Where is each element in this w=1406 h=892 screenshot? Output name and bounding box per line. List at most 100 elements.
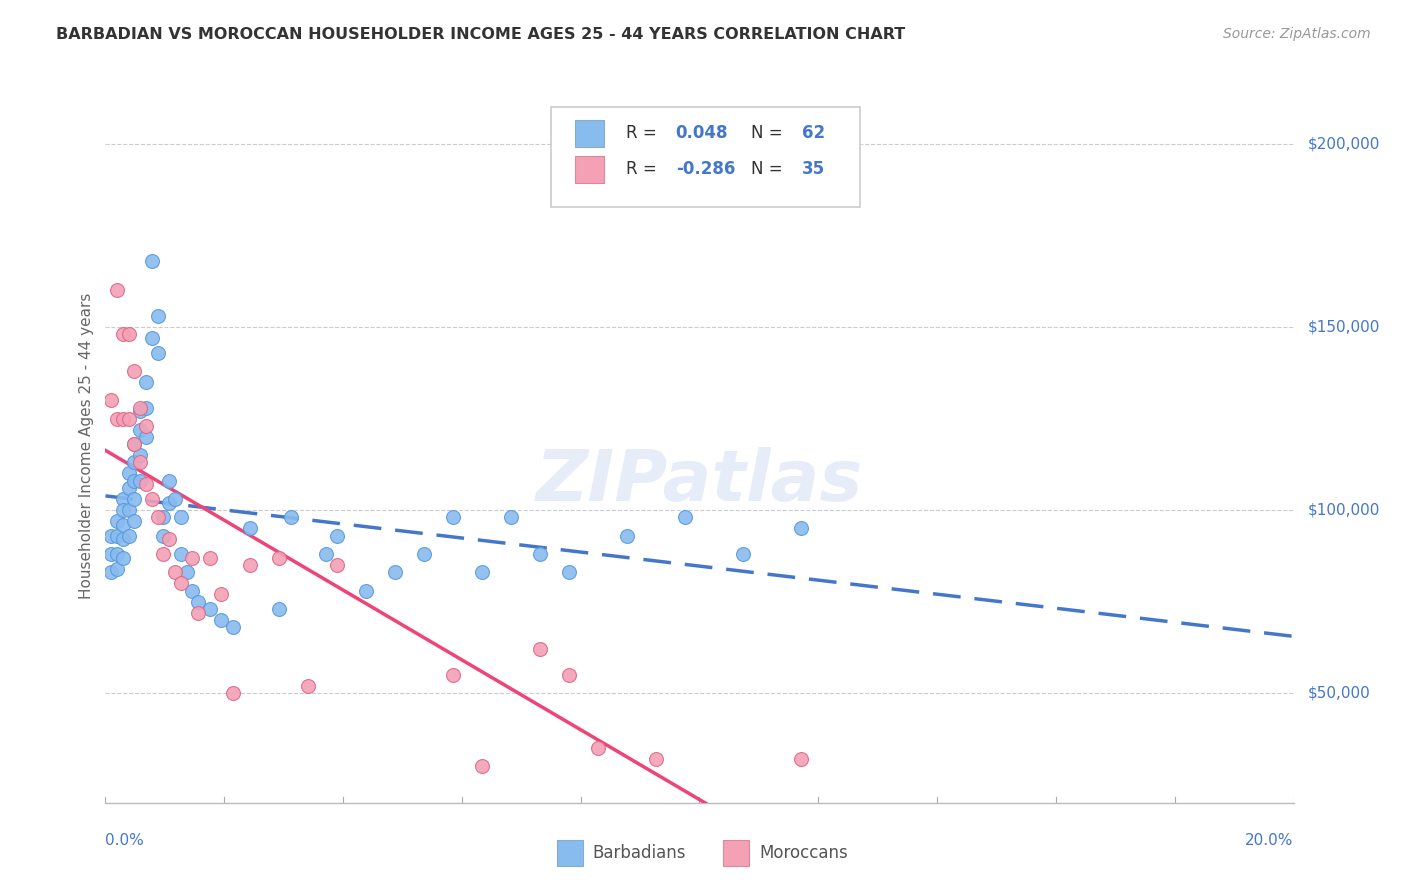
Point	[111, 411, 134, 425]
Point	[239, 558, 262, 572]
Point	[117, 327, 139, 342]
Text: N =: N =	[751, 161, 787, 178]
Point	[558, 667, 581, 681]
Point	[471, 759, 494, 773]
Point	[616, 529, 638, 543]
Point	[586, 740, 609, 755]
Text: Barbadians: Barbadians	[592, 844, 686, 862]
Point	[100, 566, 122, 580]
Text: $50,000: $50,000	[1308, 686, 1371, 700]
Point	[441, 667, 464, 681]
FancyBboxPatch shape	[551, 107, 860, 207]
Point	[124, 514, 146, 528]
Text: $150,000: $150,000	[1308, 319, 1379, 334]
Point	[152, 510, 174, 524]
Y-axis label: Householder Income Ages 25 - 44 years: Householder Income Ages 25 - 44 years	[79, 293, 94, 599]
Point	[269, 550, 291, 565]
Point	[129, 423, 152, 437]
Point	[100, 547, 122, 561]
Text: -0.286: -0.286	[676, 161, 735, 178]
Point	[209, 587, 232, 601]
Point	[198, 602, 221, 616]
Point	[105, 547, 128, 561]
Point	[135, 430, 157, 444]
Point	[170, 576, 193, 591]
Text: 35: 35	[801, 161, 825, 178]
Text: ZIPatlas: ZIPatlas	[536, 447, 863, 516]
Point	[117, 481, 139, 495]
Point	[645, 752, 668, 766]
Point	[135, 375, 157, 389]
Point	[117, 529, 139, 543]
Text: 0.048: 0.048	[676, 125, 728, 143]
Text: 0.0%: 0.0%	[105, 833, 145, 848]
Point	[111, 491, 134, 506]
Point	[176, 566, 198, 580]
Text: 62: 62	[801, 125, 825, 143]
Point	[731, 547, 754, 561]
Point	[209, 613, 232, 627]
Point	[124, 364, 146, 378]
Text: $100,000: $100,000	[1308, 502, 1379, 517]
Point	[315, 547, 337, 561]
Point	[129, 404, 152, 418]
Point	[222, 686, 245, 700]
Point	[280, 510, 302, 524]
Text: $200,000: $200,000	[1308, 136, 1379, 152]
Point	[157, 496, 180, 510]
Point	[141, 331, 163, 345]
Point	[163, 491, 186, 506]
Point	[129, 401, 152, 415]
Point	[157, 533, 180, 547]
Point	[111, 517, 134, 532]
Point	[111, 503, 134, 517]
Point	[124, 437, 146, 451]
Point	[124, 455, 146, 469]
Point	[187, 606, 209, 620]
Point	[529, 642, 551, 657]
Text: Moroccans: Moroccans	[759, 844, 848, 862]
FancyBboxPatch shape	[575, 155, 605, 183]
Point	[170, 547, 193, 561]
Point	[181, 583, 204, 598]
Point	[152, 529, 174, 543]
Point	[471, 566, 494, 580]
Text: 20.0%: 20.0%	[1246, 833, 1294, 848]
Point	[222, 620, 245, 634]
Point	[354, 583, 377, 598]
Point	[141, 254, 163, 268]
Point	[441, 510, 464, 524]
Point	[135, 401, 157, 415]
Point	[111, 327, 134, 342]
Point	[529, 547, 551, 561]
Point	[111, 533, 134, 547]
Point	[105, 284, 128, 298]
Point	[124, 437, 146, 451]
Point	[129, 455, 152, 469]
Point	[105, 514, 128, 528]
Point	[790, 521, 813, 535]
Point	[198, 550, 221, 565]
Point	[100, 393, 122, 408]
FancyBboxPatch shape	[723, 840, 749, 865]
Point	[558, 566, 581, 580]
Point	[146, 510, 169, 524]
Point	[170, 510, 193, 524]
Point	[117, 503, 139, 517]
Text: R =: R =	[626, 161, 662, 178]
FancyBboxPatch shape	[557, 840, 583, 865]
Text: N =: N =	[751, 125, 787, 143]
Point	[326, 529, 349, 543]
Point	[105, 529, 128, 543]
Point	[146, 345, 169, 359]
Point	[413, 547, 436, 561]
Point	[790, 752, 813, 766]
Point	[269, 602, 291, 616]
Text: R =: R =	[626, 125, 662, 143]
Point	[129, 448, 152, 462]
Point	[187, 594, 209, 608]
Point	[163, 566, 186, 580]
Point	[297, 679, 319, 693]
FancyBboxPatch shape	[575, 120, 605, 147]
Point	[111, 550, 134, 565]
